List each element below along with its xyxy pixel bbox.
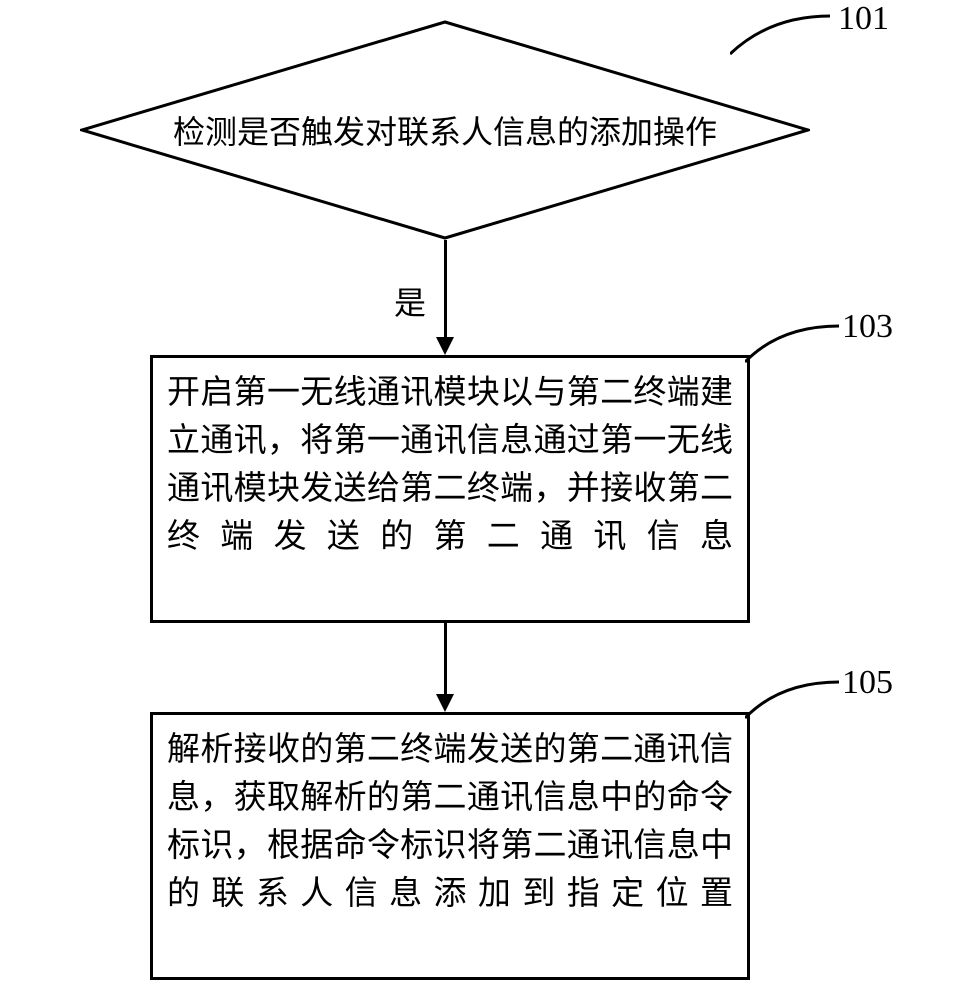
step-label-103: 103 bbox=[842, 308, 893, 346]
arrow-101-103-head bbox=[436, 337, 454, 355]
arrow-103-105-head bbox=[436, 694, 454, 712]
arrow-101-103-line bbox=[444, 240, 447, 337]
leader-103 bbox=[745, 320, 845, 370]
leader-101 bbox=[730, 8, 840, 68]
leader-105 bbox=[745, 676, 845, 726]
decision-node-101: 检测是否触发对联系人信息的添加操作 bbox=[80, 20, 810, 240]
arrow-103-105-line bbox=[444, 623, 447, 694]
step-label-105: 105 bbox=[842, 664, 893, 702]
process-105-text: 解析接收的第二终端发送的第二通讯信息，获取解析的第二通讯信息中的命令标识，根据命… bbox=[167, 732, 733, 912]
process-103-text: 开启第一无线通讯模块以与第二终端建立通讯，将第一通讯信息通过第一无线通讯模块发送… bbox=[167, 375, 733, 555]
process-node-103: 开启第一无线通讯模块以与第二终端建立通讯，将第一通讯信息通过第一无线通讯模块发送… bbox=[150, 355, 750, 623]
edge-label-yes: 是 bbox=[394, 278, 426, 324]
decision-text: 检测是否触发对联系人信息的添加操作 bbox=[173, 107, 717, 153]
process-node-105: 解析接收的第二终端发送的第二通讯信息，获取解析的第二通讯信息中的命令标识，根据命… bbox=[150, 712, 750, 980]
step-label-101: 101 bbox=[838, 0, 889, 38]
